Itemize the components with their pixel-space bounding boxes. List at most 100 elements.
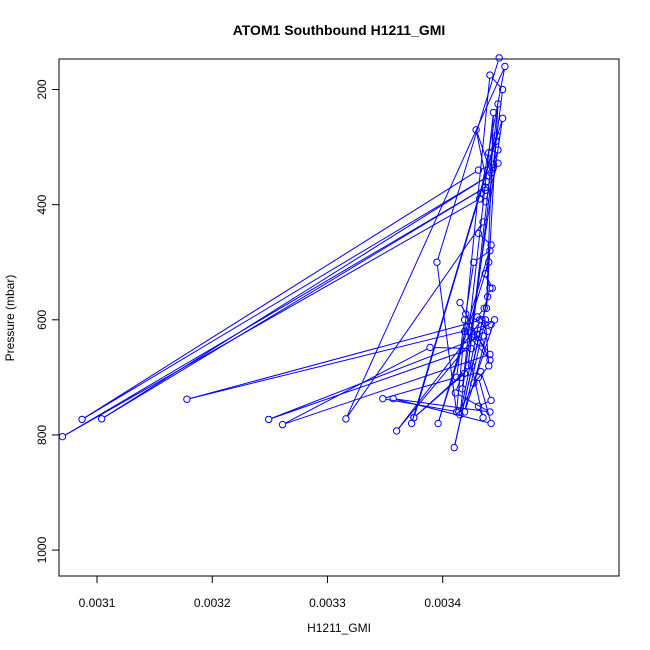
data-point (494, 146, 502, 154)
series-segment (271, 336, 481, 419)
data-point (498, 85, 507, 94)
data-point (489, 160, 498, 169)
series-segment (491, 77, 501, 88)
data-point (472, 126, 480, 134)
series-segment (474, 334, 488, 381)
series-segment (466, 333, 489, 359)
data-point (278, 420, 287, 429)
series-segment (485, 166, 498, 199)
data-point (392, 427, 401, 435)
data-point (451, 389, 460, 397)
series-segment (481, 374, 491, 398)
series-segment (459, 376, 465, 412)
data-point (410, 413, 418, 422)
data-point (58, 432, 67, 441)
series-segment (480, 235, 490, 244)
series-segment (189, 324, 489, 399)
data-point (467, 362, 476, 370)
series-segment (285, 354, 488, 425)
data-point (481, 198, 490, 206)
x-tick-label: 0.0031 (79, 596, 116, 610)
series-points (58, 54, 509, 452)
series-segment (84, 177, 487, 419)
x-tick-label: 0.0033 (309, 596, 346, 610)
data-point (78, 415, 86, 424)
series-segment (476, 252, 488, 261)
series-segment (189, 320, 479, 399)
series-segment (84, 171, 476, 419)
data-point (487, 419, 495, 428)
y-axis: 200 400 600 800 1000 (35, 79, 60, 563)
data-point (487, 320, 495, 329)
data-point (479, 413, 487, 422)
data-point (426, 343, 434, 352)
data-point (434, 419, 442, 428)
data-point (481, 316, 490, 324)
series-segment (484, 299, 488, 306)
series-segment (465, 322, 495, 410)
series-segment (64, 200, 478, 436)
series-segment (456, 78, 491, 409)
series-segment (479, 224, 483, 231)
series-segment (478, 380, 491, 421)
data-point (486, 408, 494, 416)
y-tick-label: 1000 (35, 536, 49, 563)
data-point (462, 310, 470, 318)
data-point (477, 339, 485, 347)
data-point (479, 218, 487, 226)
data-point (478, 316, 486, 324)
series-segment (465, 265, 474, 311)
series-segment (396, 398, 487, 412)
data-point (475, 316, 484, 324)
series-segment (493, 152, 498, 162)
series-segment (479, 318, 489, 324)
data-point (495, 54, 503, 62)
x-tick-label: 0.0034 (424, 596, 461, 610)
series-segment (456, 322, 465, 375)
data-point (475, 195, 484, 203)
data-point (483, 327, 492, 336)
series-segment (285, 348, 428, 424)
data-point (460, 369, 469, 378)
series-segment (481, 163, 496, 170)
series-segment (490, 143, 495, 151)
series-segment (479, 408, 483, 415)
data-point (481, 270, 490, 278)
data-point (389, 394, 397, 403)
series-segment (104, 188, 483, 418)
data-point (474, 166, 483, 174)
data-point (490, 316, 499, 324)
series-segment (485, 276, 490, 286)
y-tick-label: 600 (35, 309, 49, 329)
data-point (486, 284, 494, 292)
series-segment (485, 253, 490, 271)
series-segment (454, 299, 488, 445)
data-point (501, 62, 509, 71)
data-point (485, 172, 493, 180)
data-point (97, 415, 106, 423)
series-segment (436, 265, 457, 409)
data-point (492, 137, 500, 146)
series-segment (398, 322, 481, 429)
data-point (470, 379, 478, 387)
data-point (379, 394, 387, 403)
data-point (342, 415, 350, 423)
series-segment (476, 132, 491, 171)
data-point (498, 114, 507, 122)
x-axis-label: H1211_GMI (307, 621, 371, 635)
series-segment (385, 377, 454, 399)
data-point (479, 332, 487, 340)
data-point (486, 350, 494, 359)
data-point (486, 247, 494, 255)
data-point (482, 304, 491, 312)
data-point (460, 408, 469, 416)
series-segment (64, 188, 483, 436)
data-point (489, 108, 498, 117)
data-point (481, 183, 490, 192)
series-lines (64, 60, 505, 445)
chart-title: ATOM1 Southbound H1211_GMI (233, 22, 446, 38)
data-point (452, 373, 461, 382)
data-point (474, 229, 483, 238)
